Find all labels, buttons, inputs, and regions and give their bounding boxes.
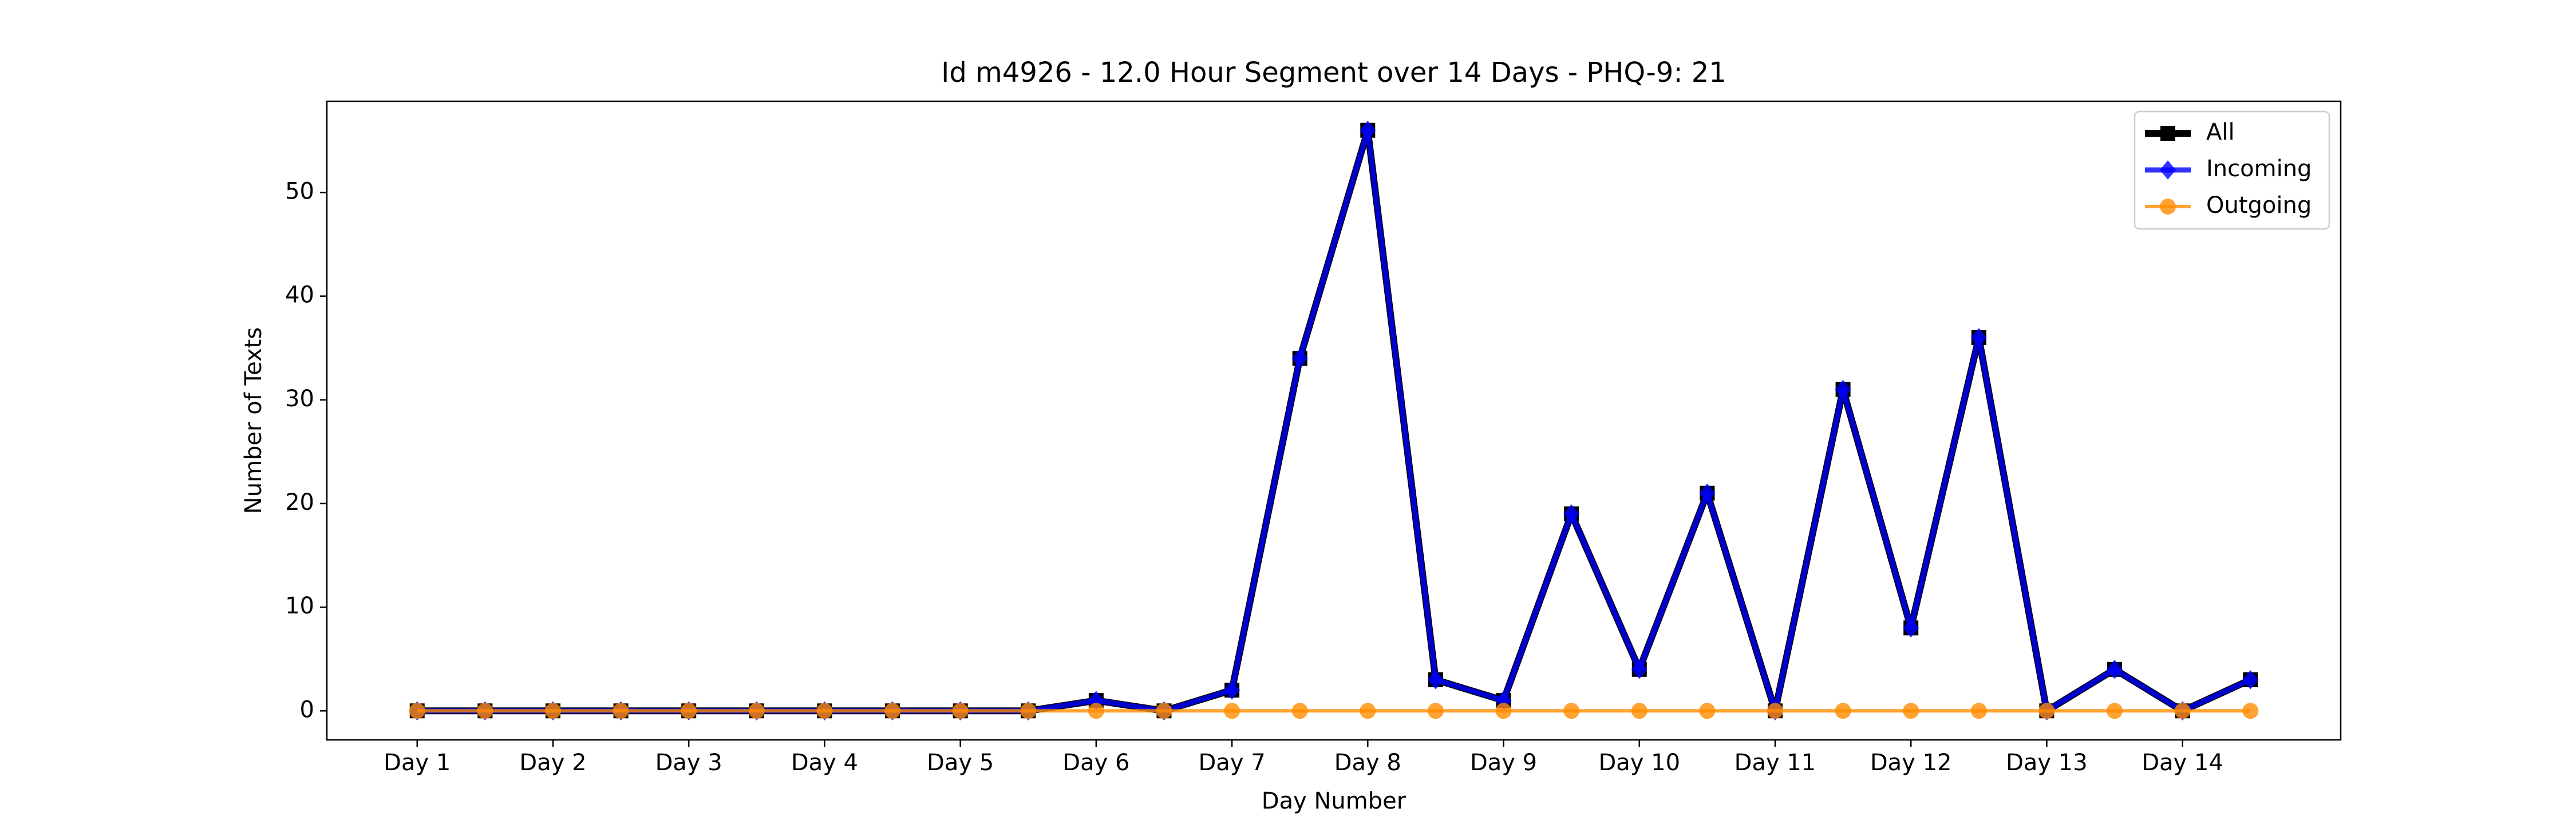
legend-label: Outgoing bbox=[2206, 192, 2312, 219]
marker bbox=[1699, 703, 1716, 719]
legend-box bbox=[2134, 110, 2330, 230]
legend-label: All bbox=[2206, 119, 2235, 145]
marker bbox=[1970, 703, 1987, 719]
marker bbox=[544, 703, 561, 719]
marker bbox=[2174, 703, 2191, 719]
legend-marker bbox=[2160, 160, 2176, 180]
x-tick-label: Day 12 bbox=[1870, 750, 1952, 776]
marker bbox=[1495, 703, 1512, 719]
series bbox=[409, 120, 2259, 721]
chart-title: Id m4926 - 12.0 Hour Segment over 14 Day… bbox=[941, 57, 1726, 89]
marker bbox=[1631, 660, 1647, 679]
marker bbox=[1291, 348, 1308, 369]
x-tick-label: Day 6 bbox=[1062, 750, 1129, 776]
marker bbox=[748, 703, 765, 719]
legend-marker bbox=[2160, 199, 2176, 215]
marker bbox=[1020, 703, 1037, 719]
marker bbox=[2038, 703, 2055, 719]
marker bbox=[477, 703, 493, 719]
marker bbox=[2107, 660, 2123, 679]
y-axis-label: Number of Texts bbox=[240, 327, 267, 514]
y-tick-label: 50 bbox=[285, 178, 314, 204]
x-tick-label: Day 8 bbox=[1334, 750, 1401, 776]
marker bbox=[1903, 703, 1919, 719]
marker bbox=[1156, 703, 1172, 719]
marker bbox=[1835, 703, 1851, 719]
marker bbox=[1970, 328, 1987, 347]
x-tick-label: Day 11 bbox=[1735, 750, 1816, 776]
x-tick-label: Day 14 bbox=[2142, 750, 2223, 776]
legend-marker bbox=[2160, 126, 2175, 141]
marker bbox=[1835, 379, 1851, 399]
marker bbox=[613, 703, 629, 719]
marker bbox=[2242, 670, 2259, 690]
series-line bbox=[417, 128, 2252, 714]
x-tick-label: Day 9 bbox=[1470, 750, 1537, 776]
x-tick-label: Day 5 bbox=[927, 750, 994, 776]
y-tick-label: 30 bbox=[285, 386, 314, 412]
marker bbox=[1767, 703, 1783, 719]
x-axis-label: Day Number bbox=[1262, 788, 1406, 814]
marker bbox=[1563, 703, 1580, 719]
y-tick-label: 0 bbox=[300, 696, 314, 723]
marker bbox=[1427, 670, 1444, 690]
marker bbox=[1563, 504, 1580, 524]
marker bbox=[1699, 484, 1716, 503]
x-tick-label: Day 10 bbox=[1598, 750, 1680, 776]
marker bbox=[1088, 703, 1104, 719]
marker bbox=[952, 703, 969, 719]
series bbox=[409, 703, 2259, 719]
x-tick-label: Day 2 bbox=[519, 750, 586, 776]
marker bbox=[1427, 703, 1444, 719]
marker bbox=[1360, 120, 1376, 140]
marker bbox=[884, 703, 901, 719]
marker bbox=[681, 703, 697, 719]
plot-frame bbox=[326, 100, 2342, 741]
x-tick-label: Day 4 bbox=[791, 750, 858, 776]
y-tick-label: 40 bbox=[285, 282, 314, 308]
marker bbox=[1224, 703, 1240, 719]
y-tick-label: 10 bbox=[285, 593, 314, 619]
marker bbox=[1903, 618, 1919, 638]
series bbox=[409, 122, 2258, 719]
marker bbox=[2107, 703, 2123, 719]
marker bbox=[1360, 703, 1376, 719]
x-tick-label: Day 13 bbox=[2006, 750, 2088, 776]
x-tick-label: Day 1 bbox=[384, 750, 451, 776]
series-line bbox=[417, 126, 2252, 715]
marker bbox=[816, 703, 833, 719]
y-tick-label: 20 bbox=[285, 489, 314, 516]
marker bbox=[1631, 703, 1647, 719]
marker bbox=[1224, 680, 1240, 700]
marker bbox=[1291, 703, 1308, 719]
marker bbox=[2242, 703, 2259, 719]
marker bbox=[409, 703, 425, 719]
x-tick-label: Day 7 bbox=[1199, 750, 1266, 776]
x-tick-label: Day 3 bbox=[655, 750, 722, 776]
legend-label: Incoming bbox=[2206, 156, 2312, 182]
